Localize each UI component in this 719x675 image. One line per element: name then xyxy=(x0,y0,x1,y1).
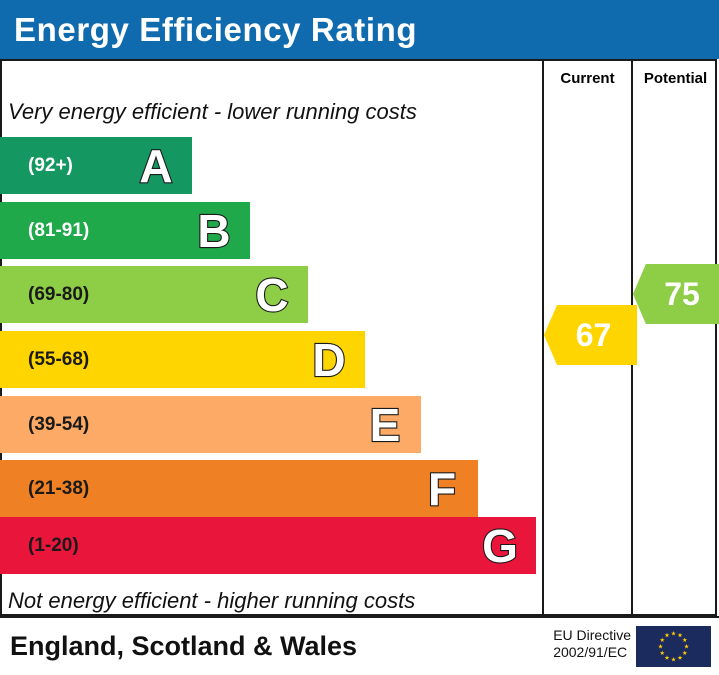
svg-text:C: C xyxy=(255,269,288,321)
svg-text:G: G xyxy=(482,520,518,572)
svg-text:E: E xyxy=(370,399,401,451)
svg-text:F: F xyxy=(428,463,456,515)
svg-text:D: D xyxy=(312,334,345,386)
svg-text:A: A xyxy=(139,140,172,192)
svg-text:B: B xyxy=(197,205,230,257)
